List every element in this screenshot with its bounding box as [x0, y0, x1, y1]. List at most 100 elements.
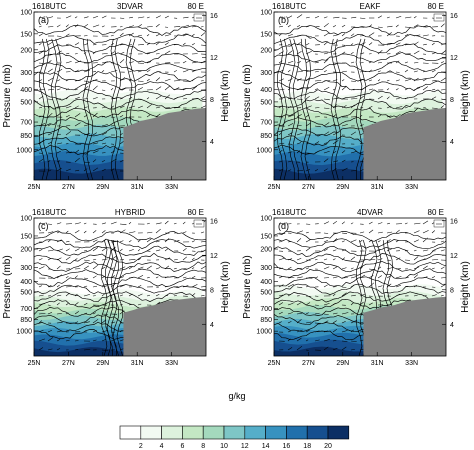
wind-vector: [155, 240, 160, 243]
wind-vector: [92, 167, 99, 172]
wind-vector: [287, 33, 293, 37]
wind-vector: [395, 71, 400, 73]
wind-vector: [323, 339, 330, 342]
convective-contour: [330, 38, 338, 180]
wind-vector: [404, 88, 408, 91]
wind-vector: [287, 88, 291, 91]
wind-vector: [191, 106, 197, 109]
wind-vector: [119, 59, 125, 64]
contour-line: [34, 284, 206, 295]
contour-line: [34, 71, 206, 82]
wind-vector: [74, 149, 80, 154]
y-tick-label: 500: [260, 99, 272, 106]
wind-vector: [110, 34, 114, 37]
y2-tick-label: 16: [210, 13, 218, 20]
wind-vector: [386, 88, 390, 91]
wind-vector: [83, 168, 88, 172]
wind-vector: [422, 265, 428, 270]
y-tick-label: 500: [260, 289, 272, 296]
wind-vector: [359, 62, 364, 64]
wind-vector: [296, 114, 302, 118]
wind-vector: [377, 285, 383, 288]
convective-contour: [104, 240, 112, 356]
y-axis-label: Pressure (mb): [242, 255, 253, 318]
x-tick-label: 25N: [268, 360, 281, 367]
wind-vector: [47, 112, 53, 118]
wind-vector: [200, 96, 205, 100]
y2-tick-label: 16: [210, 218, 218, 225]
wind-vector: [287, 330, 291, 333]
wind-vector: [83, 161, 91, 164]
contour-line: [274, 268, 446, 280]
wind-vector: [92, 150, 99, 154]
wind-vector: [137, 266, 144, 270]
wind-vector: [65, 275, 69, 279]
colorbar-segment: [161, 425, 183, 440]
wind-vector: [110, 61, 115, 64]
wind-vector: [110, 321, 116, 324]
wind-vector: [368, 88, 374, 91]
wind-vector: [332, 320, 337, 324]
wind-vector: [386, 222, 390, 225]
wind-vector: [182, 42, 186, 46]
wind-vector: [287, 169, 292, 172]
wind-vector: [182, 24, 190, 28]
y-tick-label: 200: [260, 47, 272, 54]
wind-vector: [146, 103, 153, 109]
y2-tick-label: 12: [450, 253, 458, 260]
wind-vector: [74, 88, 78, 91]
wind-vector: [65, 52, 70, 55]
x-tick-label: 29N: [336, 184, 349, 191]
wind-vector: [287, 321, 292, 324]
wind-vector: [38, 33, 43, 37]
wind-vector: [350, 340, 357, 342]
wind-vector: [296, 276, 303, 279]
x-tick-label: 27N: [62, 360, 75, 367]
wind-vector: [404, 33, 409, 37]
wind-vector: [431, 42, 435, 46]
wind-vector: [92, 285, 98, 288]
contour-line: [274, 43, 446, 54]
wind-vector: [83, 133, 90, 136]
wind-vector: [350, 302, 354, 306]
wind-vector: [74, 258, 78, 261]
y-tick-label: 500: [20, 289, 32, 296]
wind-vector: [431, 107, 438, 109]
colorbar-tick-label: 6: [180, 443, 184, 450]
wind-vector: [350, 256, 356, 261]
colorbar-tick-label: 16: [283, 443, 291, 450]
wind-vector: [431, 267, 435, 270]
panel-label: (d): [278, 221, 289, 231]
wind-vector: [350, 16, 357, 19]
wind-vector: [314, 107, 320, 109]
plot-frame: [33, 11, 207, 181]
wind-vector: [38, 107, 42, 109]
y-tick-label: 400: [20, 279, 32, 286]
wind-vector: [332, 258, 336, 261]
wind-vector: [92, 247, 99, 252]
colorbar-segment: [202, 425, 225, 440]
wind-vector: [128, 240, 132, 243]
wind-vector: [323, 284, 328, 288]
wind-vector: [83, 265, 89, 270]
contour-line: [34, 79, 206, 91]
wind-vector: [200, 286, 206, 288]
contour-line: [274, 61, 446, 73]
wind-vector: [377, 26, 383, 28]
wind-vector: [350, 98, 358, 100]
wind-vector: [341, 86, 347, 91]
time-label: 1618UTC: [272, 208, 306, 217]
plot-area: [34, 218, 206, 356]
wind-vector: [146, 114, 151, 118]
wind-vector: [386, 79, 390, 82]
wind-vector: [359, 339, 364, 342]
y-tick-label: 100: [20, 216, 32, 223]
wind-vector: [278, 25, 283, 28]
plot-area: [34, 12, 206, 180]
wind-vector: [47, 26, 54, 28]
wind-vector: [332, 347, 338, 351]
wind-vector: [287, 61, 294, 64]
wind-vector: [377, 222, 383, 225]
wind-vector: [74, 348, 79, 351]
wind-vector: [164, 78, 171, 82]
